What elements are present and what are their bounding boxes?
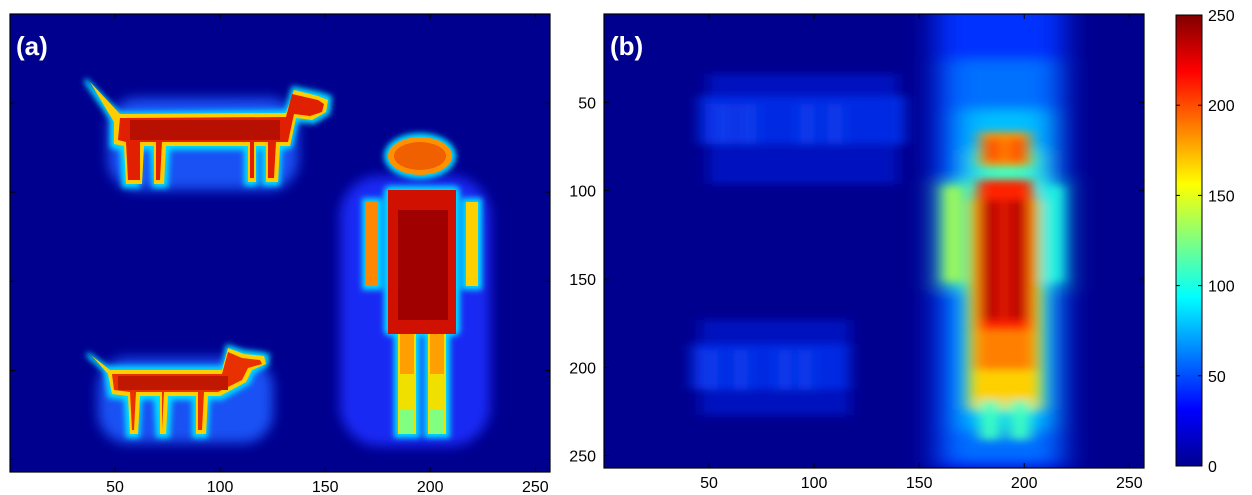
panel-b-ytick-label: 250 bbox=[569, 449, 596, 466]
panel-b-ytick-label: 50 bbox=[578, 95, 596, 112]
panel-b-xtick-label: 50 bbox=[700, 475, 718, 492]
panel-b-xtick-label: 250 bbox=[1116, 475, 1143, 492]
panel-a-xtick-label: 100 bbox=[207, 479, 234, 495]
upper-dog bbox=[84, 78, 332, 188]
panel-a: 50 100 150 200 250 (a) bbox=[9, 13, 551, 495]
panel-b-label: (b) bbox=[610, 31, 643, 61]
panel-a-frame bbox=[9, 13, 551, 473]
panel-a-ticks: 50 100 150 200 250 bbox=[10, 14, 550, 495]
panel-b-ytick-label: 150 bbox=[569, 272, 596, 289]
panel-b-person-core bbox=[944, 132, 1062, 440]
panel-b-xtick-label: 200 bbox=[1011, 475, 1038, 492]
panel-b-xtick-label: 100 bbox=[801, 475, 828, 492]
panel-a-xtick-label: 250 bbox=[522, 479, 549, 495]
panel-a-xtick-label: 50 bbox=[106, 479, 124, 495]
panel-b-frame bbox=[603, 13, 1145, 469]
panel-b-xtick-label: 150 bbox=[906, 475, 933, 492]
colorbar-tick-label: 50 bbox=[1208, 369, 1226, 386]
lower-dog bbox=[86, 344, 270, 438]
panel-a-label: (a) bbox=[16, 31, 48, 61]
colorbar-tick-label: 200 bbox=[1208, 98, 1235, 115]
panel-b-ytick-label: 200 bbox=[569, 360, 596, 377]
panel-a-xtick-label: 200 bbox=[417, 479, 444, 495]
panel-b-lower-dog-ghost bbox=[692, 320, 850, 415]
panel-b: 50 100 150 200 250 50 100 150 200 250 (b) bbox=[569, 13, 1145, 492]
panel-b-ytick-label: 100 bbox=[569, 184, 596, 201]
colorbar-gradient bbox=[1175, 14, 1203, 467]
panel-a-xtick-label: 150 bbox=[312, 479, 339, 495]
panel-b-ticks: 50 100 150 200 250 50 100 150 200 250 bbox=[569, 14, 1144, 492]
person bbox=[362, 133, 482, 438]
colorbar-tick-label: 0 bbox=[1208, 459, 1217, 476]
colorbar: 0 50 100 150 200 250 bbox=[1175, 8, 1235, 476]
colorbar-tick-label: 150 bbox=[1208, 188, 1235, 205]
colorbar-tick-label: 100 bbox=[1208, 279, 1235, 296]
colorbar-ticks: 0 50 100 150 200 250 bbox=[1176, 8, 1235, 476]
panel-b-upper-dog-ghost bbox=[700, 74, 905, 184]
colorbar-tick-label: 250 bbox=[1208, 8, 1235, 25]
